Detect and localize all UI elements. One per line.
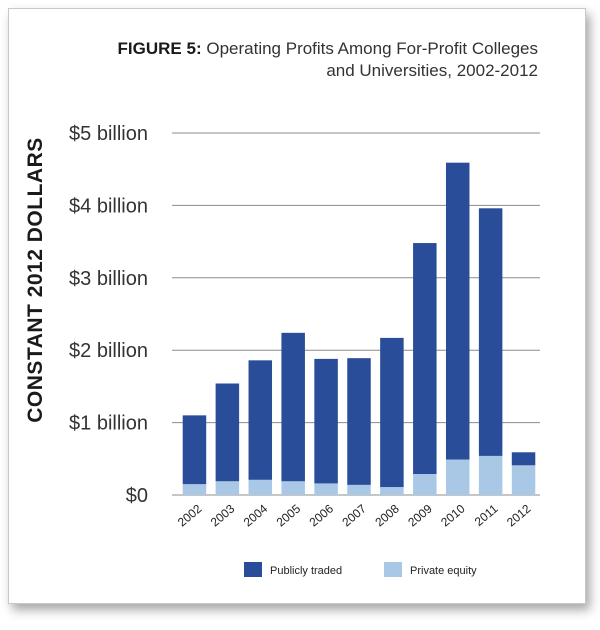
bars xyxy=(182,162,536,495)
x-tick-label: 2009 xyxy=(405,501,435,529)
y-tick-label: $3 billion xyxy=(69,268,148,290)
figure-title: FIGURE 5: Operating Profits Among For-Pr… xyxy=(78,38,538,82)
bar-private-equity-2002 xyxy=(182,484,207,495)
bar-private-equity-2009 xyxy=(413,474,437,495)
x-tick-label: 2008 xyxy=(372,501,402,529)
x-tick-label: 2006 xyxy=(307,501,337,529)
x-tick-label: 2003 xyxy=(208,501,238,529)
x-tick-label: 2012 xyxy=(504,501,534,529)
figure-title-line2: and Universities, 2002-2012 xyxy=(326,61,538,80)
bar-publicly-traded-2005 xyxy=(281,332,305,482)
x-tick-label: 2007 xyxy=(339,501,369,529)
legend-label: Publicly traded xyxy=(270,565,342,577)
bar-publicly-traded-2009 xyxy=(413,243,437,475)
bar-publicly-traded-2012 xyxy=(511,452,536,466)
bar-private-equity-2007 xyxy=(347,484,371,495)
x-axis-ticks: 2002 2003 2004 2005 2006 2007 2008 2009 2010 2011… xyxy=(175,501,534,529)
legend-label: Private equity xyxy=(410,565,477,577)
bar-private-equity-2010 xyxy=(445,459,470,495)
bar-private-equity-2006 xyxy=(314,483,338,495)
bar-private-equity-2012 xyxy=(511,465,536,495)
figure-label: FIGURE 5: xyxy=(117,39,202,58)
y-tick-label: $1 billion xyxy=(69,413,148,435)
y-tick-label: $5 billion xyxy=(69,123,148,145)
bar-private-equity-2011 xyxy=(478,455,503,495)
y-tick-label: $0 xyxy=(126,485,148,507)
bar-private-equity-2003 xyxy=(215,481,240,495)
x-tick-label: 2010 xyxy=(438,501,468,529)
legend-swatch xyxy=(384,562,402,577)
y-axis-ticks: $0 $1 billion $2 billion $3 billion $4 billi… xyxy=(69,123,148,507)
y-tick-label: $2 billion xyxy=(69,340,148,362)
bar-publicly-traded-2003 xyxy=(215,383,240,482)
bar-publicly-traded-2006 xyxy=(314,358,338,484)
bar-publicly-traded-2011 xyxy=(478,208,503,456)
legend: Publicly traded Private equity xyxy=(244,562,477,577)
bar-private-equity-2004 xyxy=(248,479,273,495)
x-tick-label: 2002 xyxy=(175,501,205,529)
bar-private-equity-2008 xyxy=(380,487,404,495)
y-axis-label: CONSTANT 2012 DOLLARS xyxy=(24,137,47,422)
x-tick-label: 2011 xyxy=(472,501,501,529)
bar-publicly-traded-2010 xyxy=(445,162,470,460)
bar-publicly-traded-2007 xyxy=(347,358,371,485)
bar-publicly-traded-2004 xyxy=(248,360,273,480)
legend-swatch xyxy=(244,562,262,577)
y-tick-label: $4 billion xyxy=(69,195,148,217)
bar-private-equity-2005 xyxy=(281,481,305,495)
figure-title-line1: Operating Profits Among For-Profit Colle… xyxy=(206,39,538,58)
x-tick-label: 2004 xyxy=(241,501,271,529)
bar-publicly-traded-2008 xyxy=(380,337,404,488)
bar-publicly-traded-2002 xyxy=(182,415,207,485)
x-tick-label: 2005 xyxy=(274,501,304,529)
